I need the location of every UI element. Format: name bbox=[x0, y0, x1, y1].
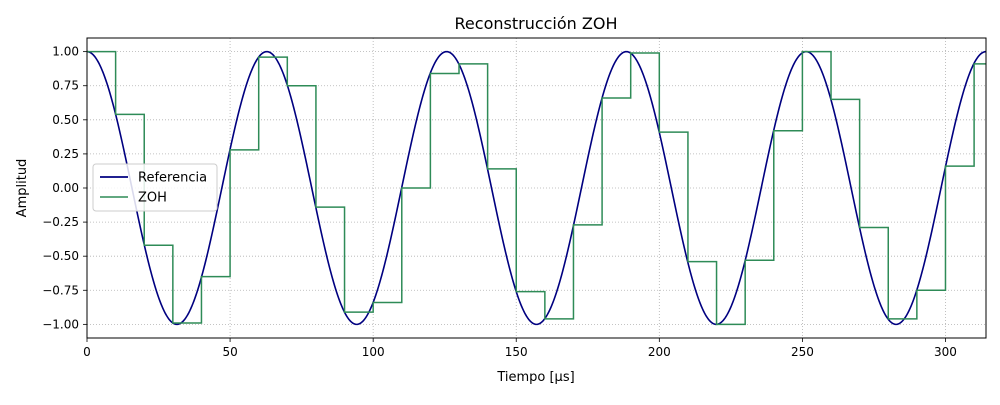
legend-label-zoh: ZOH bbox=[138, 191, 167, 206]
legend: Referencia ZOH bbox=[92, 163, 218, 212]
y-tick-label: 0.75 bbox=[52, 79, 79, 93]
y-tick-label: 1.00 bbox=[52, 45, 79, 59]
y-tick-label: 0.50 bbox=[52, 113, 79, 127]
y-tick-label: −0.50 bbox=[42, 249, 79, 263]
y-tick-label: 0.00 bbox=[52, 181, 79, 195]
y-tick-label: 0.25 bbox=[52, 147, 79, 161]
x-tick-label: 250 bbox=[791, 345, 814, 359]
x-tick-label: 100 bbox=[362, 345, 385, 359]
series-line-referencia bbox=[87, 50, 986, 326]
y-tick-label: −0.75 bbox=[42, 283, 79, 297]
tick-layer: 0 50 100 150 200 250 300 1.00 0.75 0.50 0.25 0.00 −0… bbox=[42, 45, 957, 359]
legend-label-referencia: Referencia bbox=[138, 171, 207, 186]
y-axis-label: Amplitud bbox=[15, 159, 30, 218]
x-axis-label: Tiempo [μs] bbox=[496, 370, 574, 385]
x-tick-label: 50 bbox=[222, 345, 237, 359]
series-layer bbox=[87, 50, 986, 326]
x-tick-label: 150 bbox=[505, 345, 528, 359]
x-tick-label: 0 bbox=[83, 345, 91, 359]
legend-box bbox=[92, 163, 218, 212]
y-tick-label: −1.00 bbox=[42, 317, 79, 331]
chart-title: Reconstrucción ZOH bbox=[455, 14, 618, 33]
x-tick-label: 200 bbox=[648, 345, 671, 359]
x-tick-label: 300 bbox=[934, 345, 957, 359]
y-tick-label: −0.25 bbox=[42, 215, 79, 229]
series-line-zoh bbox=[87, 50, 986, 326]
